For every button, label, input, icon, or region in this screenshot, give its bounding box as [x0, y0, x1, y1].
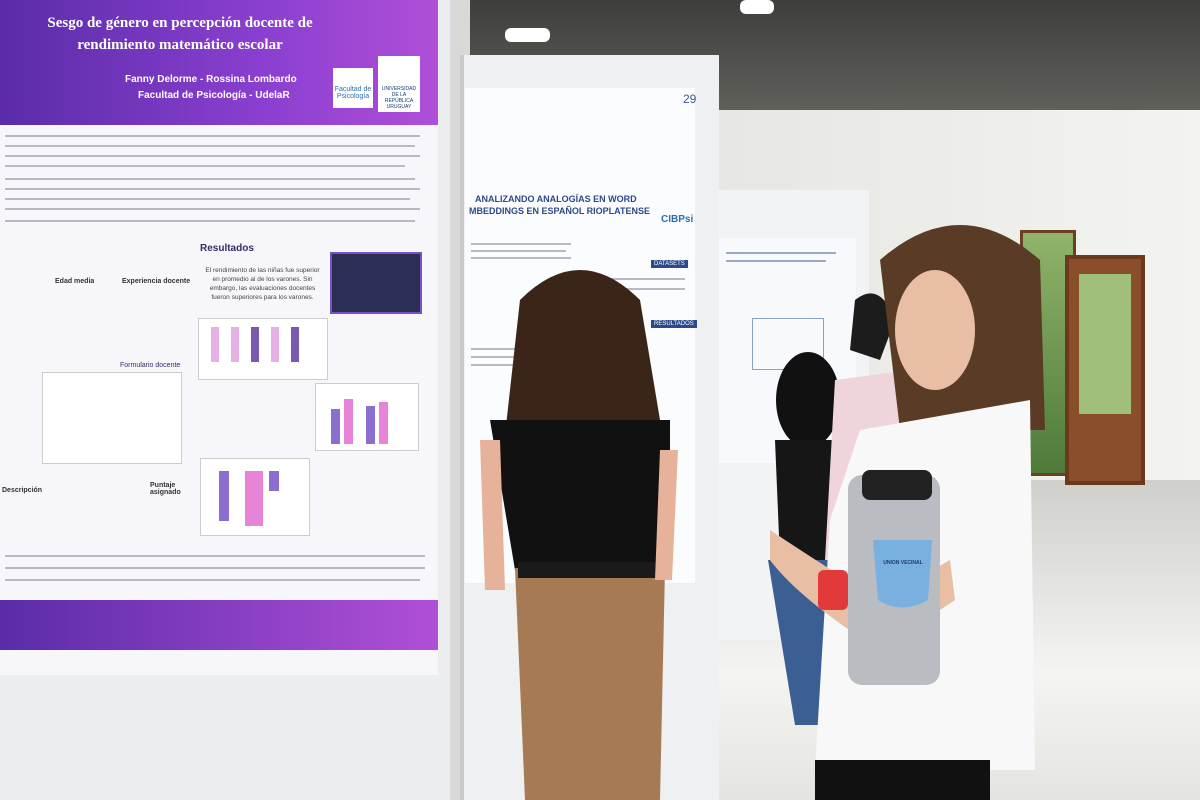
light	[505, 28, 550, 42]
chart-image	[315, 383, 419, 451]
shape	[211, 327, 219, 362]
shape	[775, 440, 840, 560]
poster-footer	[0, 600, 438, 650]
shape	[818, 570, 848, 610]
shape	[776, 352, 840, 448]
results-text: El rendimiento de las niñas fue superior…	[205, 267, 320, 301]
text-line	[726, 260, 826, 262]
logo: UNIVERSIDAD DE LA REPÚBLICA URUGUAY	[378, 56, 420, 112]
text-line	[471, 257, 571, 259]
shape	[271, 327, 279, 362]
text-line	[471, 250, 566, 252]
door	[1065, 255, 1145, 485]
form-label: Formulario docente	[120, 362, 181, 369]
section-header: Resultados	[200, 243, 254, 254]
shape	[490, 420, 670, 570]
shape	[850, 293, 895, 360]
text-line	[5, 145, 415, 147]
text-line	[5, 567, 425, 569]
chart-image	[200, 458, 310, 536]
authors: Fanny Delorme - Rossina Lombardo	[125, 74, 297, 85]
text-line	[5, 188, 420, 190]
shape	[518, 562, 663, 578]
logo: CIBPsi	[661, 214, 694, 225]
text-line	[5, 165, 405, 167]
text-line	[471, 243, 571, 245]
table-header: Puntaje asignado	[150, 482, 181, 496]
person-center	[480, 270, 678, 800]
shape	[219, 471, 229, 521]
shape	[895, 270, 975, 390]
shape	[251, 327, 259, 362]
shape	[379, 402, 388, 444]
poster-title: Sesgo de género en percepción docente de…	[47, 15, 313, 53]
poster: Sesgo de género en percepción docente de…	[0, 0, 438, 675]
text-line	[726, 252, 836, 254]
text-line	[5, 579, 420, 581]
shape	[231, 327, 239, 362]
door-glass	[1079, 274, 1131, 414]
section-header: RESULTADOS	[651, 320, 697, 328]
shape	[291, 327, 299, 362]
text-line	[5, 135, 420, 137]
logo: Facultad de Psicología	[333, 68, 373, 108]
shape	[815, 760, 990, 800]
shape	[366, 406, 375, 444]
text-line	[5, 178, 415, 180]
table-header: Edad media	[55, 278, 95, 285]
text-line	[5, 155, 420, 157]
text-line	[5, 208, 420, 210]
shape	[655, 450, 678, 580]
poster-number: 29	[683, 92, 697, 106]
shape	[331, 409, 340, 444]
table-image	[330, 252, 422, 314]
form-image	[42, 372, 182, 464]
text-line	[575, 288, 685, 290]
shape	[269, 471, 279, 491]
poster-title: MBEDDINGS EN ESPAÑOL RIOPLATENSE	[469, 206, 651, 216]
table-header: Descripción	[2, 487, 43, 494]
shape	[480, 440, 505, 590]
poster-title: ANALIZANDO ANALOGÍAS EN WORD	[475, 194, 637, 204]
section-header: DATASETS	[651, 260, 688, 268]
shape	[344, 399, 353, 444]
shape	[873, 540, 932, 608]
text-line	[5, 198, 410, 200]
text-line	[575, 278, 685, 280]
light	[740, 0, 774, 14]
table-header: Experiencia docente	[122, 278, 191, 285]
text-line	[5, 555, 425, 557]
person-right	[770, 225, 1045, 800]
affiliation: Facultad de Psicología - UdelaR	[138, 90, 290, 101]
shape	[515, 568, 665, 800]
text-line	[5, 220, 415, 222]
chart-image	[198, 318, 328, 380]
shape	[862, 470, 932, 500]
badge: UNION VECINAL	[883, 560, 923, 566]
poster-header: Sesgo de género en percepción docente de…	[0, 0, 438, 125]
shape	[245, 471, 263, 526]
